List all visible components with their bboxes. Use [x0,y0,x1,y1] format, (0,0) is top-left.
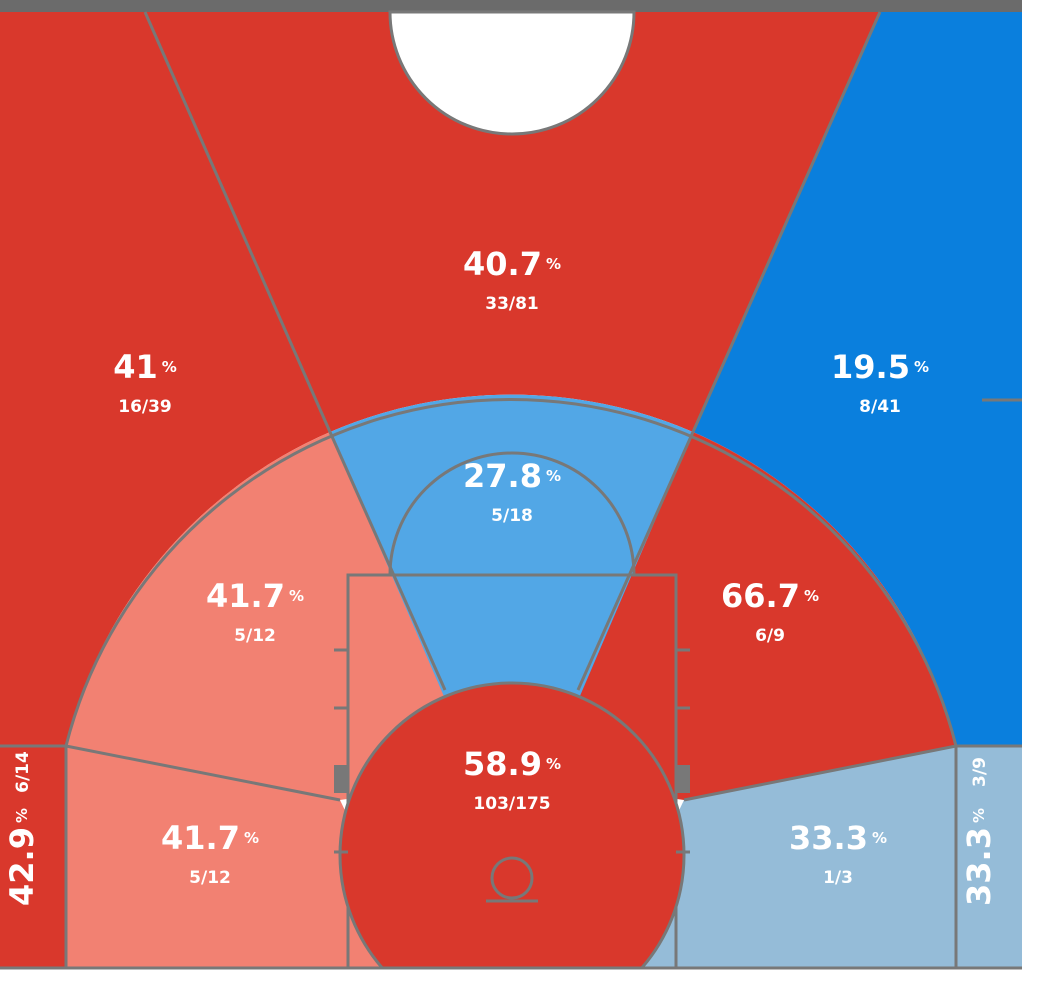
zone-shots: 33/81 [485,294,539,314]
zone-label: 33.3 % 1/3 [789,819,887,888]
zone [0,12,330,746]
zone-shots: 5/12 [234,626,276,646]
zone [693,12,1022,746]
zone-shots: 16/39 [118,397,172,417]
zone [956,746,1022,968]
percent-symbol: % [546,467,561,485]
zone-label: 42.9% 6/14 [3,751,41,906]
top-bar [0,0,1022,12]
zone-label: 40.7 % 33/81 [463,245,561,314]
zone-shots: 6/9 [755,626,785,646]
zone-percent: 41.7% [161,819,259,857]
zone [330,394,693,760]
zone-percent: 40.7% [463,245,561,283]
zone [0,746,66,968]
hoop [490,856,534,900]
percent-value: 41 [113,348,158,386]
percent-value: 66.7 [721,577,800,615]
zone-percent: 33.3% [789,819,887,857]
percent-symbol: % [546,755,561,773]
zone [145,12,880,432]
zone-shots: 1/3 [823,868,853,888]
percent-symbol: % [289,587,304,605]
percent-value: 41.7 [161,819,240,857]
zone-label: 66.7 % 6/9 [721,577,819,646]
percent-symbol: % [162,358,177,376]
restricted-zone [338,681,686,968]
zone-label: 58.9 % 103/175 [463,745,561,814]
zone-label: 41.7 % 5/12 [206,577,304,646]
zone-shots: 3/9 [970,757,990,787]
zone-label: 27.8 % 5/18 [463,457,561,526]
percent-value: 58.9 [463,745,542,783]
zone-label: 41.7 % 5/12 [161,819,259,888]
zone-shots: 5/12 [189,868,231,888]
zone-label: 33.3% 3/9 [960,757,998,906]
percent-value: 33.3 [960,827,998,906]
zone-shots: 5/18 [491,506,533,526]
percent-symbol: % [244,829,259,847]
zone-percent: 41.7% [206,577,304,615]
zone-percent: 66.7% [721,577,819,615]
percent-symbol: % [914,358,929,376]
zone-shots: 103/175 [473,794,550,814]
zone [544,432,956,800]
court-lines [0,10,1022,970]
percent-value: 41.7 [206,577,285,615]
zone-percent: 27.8% [463,457,561,495]
percent-symbol: % [970,808,988,823]
zone-percent: 42.9% [3,808,41,906]
zone-label: 19.5 % 8/41 [831,348,929,417]
percent-value: 40.7 [463,245,542,283]
percent-value: 33.3 [789,819,868,857]
zone [604,746,956,968]
zone-percent: 33.3% [960,808,998,906]
zone [66,432,480,800]
percent-value: 42.9 [3,827,41,906]
percent-value: 19.5 [831,348,910,386]
zones [0,12,1022,968]
zone-percent: 19.5% [831,348,929,386]
zone-shots: 8/41 [859,397,901,417]
zone [66,746,420,968]
percent-symbol: % [872,829,887,847]
zone-percent: 58.9% [463,745,561,783]
zone-percent: 41% [113,348,177,386]
percent-symbol: % [13,808,31,823]
percent-symbol: % [804,587,819,605]
zone-shots: 6/14 [13,751,33,793]
zone-label: 41 % 16/39 [113,348,177,417]
percent-value: 27.8 [463,457,542,495]
zone-labels: 40.7 % 33/81 41 % 16/39 19.5 % 8/41 27.8 % 5/18 41.7… [3,245,998,906]
percent-symbol: % [546,255,561,273]
